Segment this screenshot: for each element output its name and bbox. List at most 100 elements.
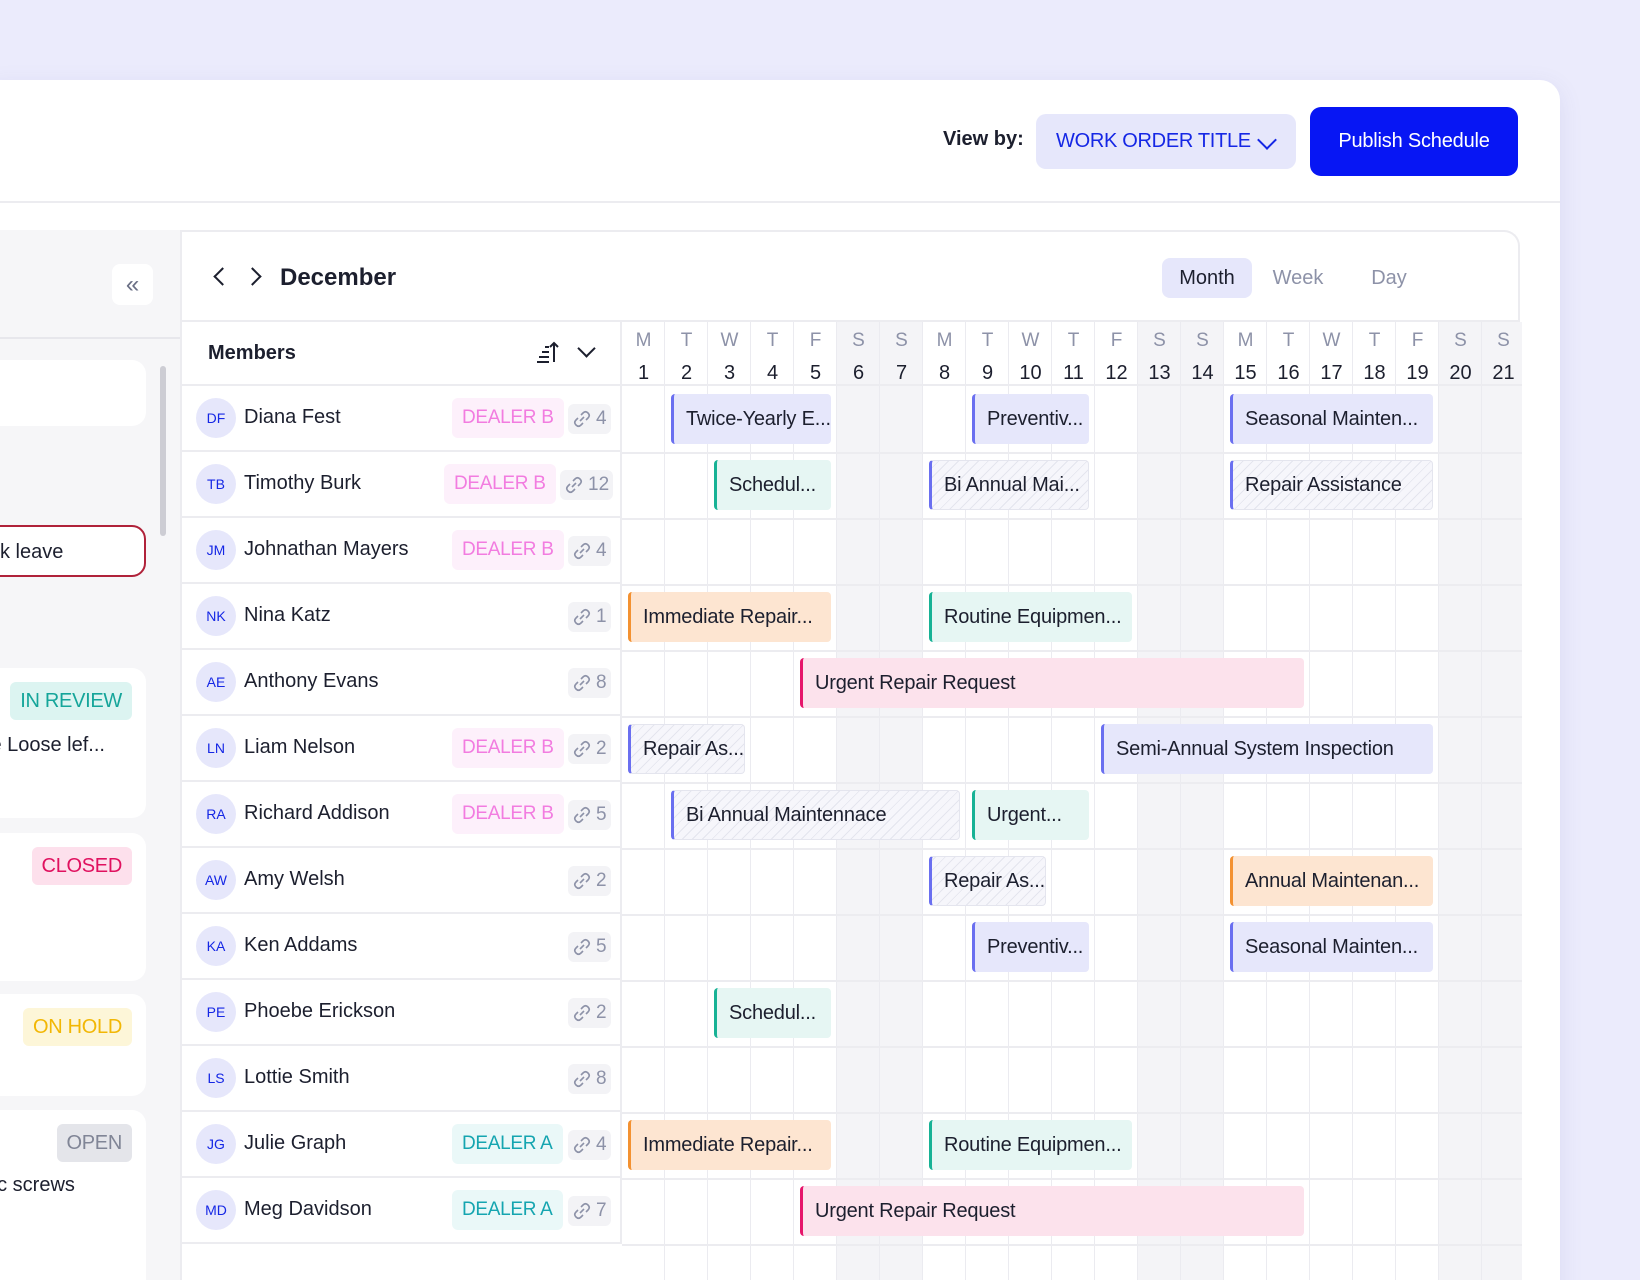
day-number: 9	[981, 362, 994, 384]
count-value: 8	[596, 672, 607, 693]
task-card-on-hold[interactable]: ON HOLD	[0, 994, 146, 1096]
count-value: 2	[596, 1002, 607, 1023]
tab-month[interactable]: Month	[1162, 258, 1252, 298]
schedule-event[interactable]: Bi Annual Maintennace	[671, 790, 960, 840]
count-value: 4	[596, 540, 607, 561]
member-name: Lottie Smith	[244, 1066, 350, 1088]
schedule-event[interactable]: Schedul...	[714, 988, 831, 1038]
member-name: Liam Nelson	[244, 736, 356, 758]
task-card-in-review[interactable]: IN REVIEW ice Loose lef...	[0, 668, 146, 818]
link-icon	[572, 739, 592, 759]
count-value: 5	[596, 804, 607, 825]
tab-day[interactable]: Day	[1371, 266, 1407, 289]
member-row[interactable]: KA Ken Addams 5	[182, 914, 622, 980]
schedule-event[interactable]: Repair Assistance	[1230, 460, 1433, 510]
avatar: NK	[196, 596, 236, 636]
day-number: 14	[1191, 362, 1214, 384]
member-row[interactable]: AE Anthony Evans 8	[182, 650, 622, 716]
schedule-event[interactable]: Annual Maintenan...	[1230, 856, 1433, 906]
weekday-label: T	[766, 330, 779, 351]
list-card[interactable]	[0, 360, 146, 426]
day-column: M 15	[1224, 322, 1267, 1280]
count-value: 2	[596, 738, 607, 759]
member-row[interactable]: LN Liam Nelson DEALER B 2	[182, 716, 622, 782]
row-divider	[622, 584, 1522, 586]
left-panel: « ck leave IN REVIEW ice Loose lef... CL…	[0, 230, 180, 1280]
day-number: 13	[1148, 362, 1171, 384]
link-icon	[572, 1135, 592, 1155]
schedule-event[interactable]: Immediate Repair...	[628, 1120, 831, 1170]
day-number: 17	[1320, 362, 1343, 384]
schedule-event[interactable]: Urgent Repair Request	[800, 658, 1304, 708]
work-order-count: 12	[560, 470, 614, 500]
scrollbar[interactable]	[160, 366, 166, 536]
member-name: Johnathan Mayers	[244, 538, 409, 560]
schedule-event[interactable]: Preventiv...	[972, 394, 1089, 444]
view-by-select[interactable]: WORK ORDER TITLE	[1036, 114, 1296, 169]
work-order-count: 8	[568, 668, 611, 698]
weekday-label: T	[1067, 330, 1080, 351]
schedule-event[interactable]: Seasonal Mainten...	[1230, 922, 1433, 972]
member-row[interactable]: PE Phoebe Erickson 2	[182, 980, 622, 1046]
member-row[interactable]: TB Timothy Burk DEALER B 12	[182, 452, 622, 518]
schedule-event[interactable]: Immediate Repair...	[628, 592, 831, 642]
member-name: Ken Addams	[244, 934, 358, 956]
task-card-open[interactable]: OPEN atic screws	[0, 1110, 146, 1280]
weekday-label: T	[1368, 330, 1381, 351]
day-column: F 12	[1095, 322, 1138, 1280]
avatar: DF	[196, 398, 236, 438]
member-row[interactable]: NK Nina Katz 1	[182, 584, 622, 650]
day-number: 1	[637, 362, 650, 384]
link-icon	[572, 409, 592, 429]
member-row[interactable]: JM Johnathan Mayers DEALER B 4	[182, 518, 622, 584]
weekday-label: T	[1282, 330, 1295, 351]
schedule-calendar: December Month Week Day Members DF Diana …	[180, 230, 1522, 1280]
member-row[interactable]: AW Amy Welsh 2	[182, 848, 622, 914]
member-row[interactable]: RA Richard Addison DEALER B 5	[182, 782, 622, 848]
collapse-panel-button[interactable]: «	[112, 264, 153, 305]
schedule-event[interactable]: Bi Annual Mai...	[929, 460, 1089, 510]
sort-icon[interactable]	[534, 340, 560, 366]
schedule-event[interactable]: Routine Equipmen...	[929, 1120, 1132, 1170]
schedule-event[interactable]: Semi-Annual System Inspection	[1101, 724, 1433, 774]
publish-schedule-button[interactable]: Publish Schedule	[1310, 107, 1518, 176]
member-name: Meg Davidson	[244, 1198, 372, 1220]
member-row[interactable]: DF Diana Fest DEALER B 4	[182, 386, 622, 452]
row-divider	[622, 452, 1522, 454]
schedule-event[interactable]: Repair As...	[929, 856, 1046, 906]
member-row[interactable]: LS Lottie Smith 8	[182, 1046, 622, 1112]
avatar: LN	[196, 728, 236, 768]
schedule-event[interactable]: Preventiv...	[972, 922, 1089, 972]
schedule-event[interactable]: Schedul...	[714, 460, 831, 510]
day-number: 2	[680, 362, 693, 384]
member-row[interactable]: JG Julie Graph DEALER A 4	[182, 1112, 622, 1178]
schedule-event[interactable]: Repair As...	[628, 724, 745, 774]
schedule-event[interactable]: Twice-Yearly E...	[671, 394, 831, 444]
member-row[interactable]: MD Meg Davidson DEALER A 7	[182, 1178, 622, 1244]
header-divider	[622, 384, 1522, 386]
day-number: 4	[766, 362, 779, 384]
leave-input-card[interactable]: ck leave	[0, 525, 146, 577]
member-name: Nina Katz	[244, 604, 331, 626]
day-column: S 14	[1181, 322, 1224, 1280]
work-order-count: 7	[568, 1196, 611, 1226]
schedule-event[interactable]: Urgent...	[972, 790, 1089, 840]
avatar: AE	[196, 662, 236, 702]
schedule-event[interactable]: Urgent Repair Request	[800, 1186, 1304, 1236]
weekday-label: M	[936, 330, 953, 351]
tab-week[interactable]: Week	[1272, 266, 1324, 289]
view-by-label: View by:	[943, 128, 1024, 150]
day-number: 11	[1063, 362, 1084, 384]
chevron-down-icon[interactable]	[577, 339, 596, 358]
row-divider	[622, 1178, 1522, 1180]
weekday-label: S	[1454, 330, 1467, 351]
work-order-count: 4	[568, 404, 611, 434]
chevron-right-icon[interactable]	[243, 267, 262, 286]
chevron-left-icon[interactable]	[213, 267, 232, 286]
schedule-event[interactable]: Routine Equipmen...	[929, 592, 1132, 642]
work-order-count: 2	[568, 734, 611, 764]
schedule-event[interactable]: Seasonal Mainten...	[1230, 394, 1433, 444]
day-number: 5	[809, 362, 822, 384]
avatar: KA	[196, 926, 236, 966]
task-card-closed[interactable]: CLOSED	[0, 833, 146, 981]
